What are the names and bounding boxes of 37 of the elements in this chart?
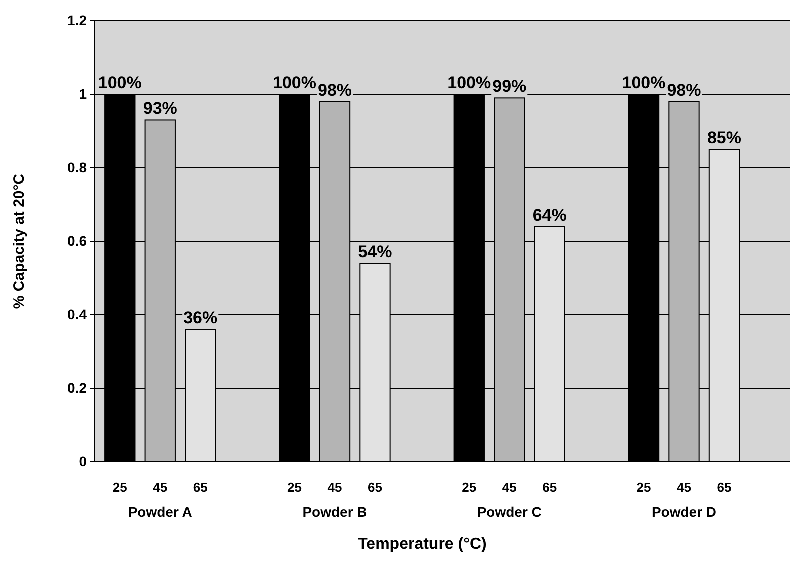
y-tick-label: 0	[79, 453, 88, 470]
series-label: 25	[112, 480, 128, 495]
x-tick-label: Powder B	[302, 504, 368, 520]
data-label: 100%	[448, 74, 492, 92]
y-axis-title: % Capacity at 20°C	[11, 174, 28, 310]
text: 65	[542, 480, 558, 495]
text: 25	[288, 480, 302, 495]
series-label: 65	[193, 480, 208, 495]
data-label: 98%	[318, 80, 352, 100]
text: 25	[462, 480, 477, 495]
text: 65	[368, 480, 382, 495]
text: 45	[328, 480, 342, 495]
data-label: 85%	[707, 128, 742, 148]
y-tick-label: 1.2	[68, 12, 88, 28]
data-label: 99%	[492, 77, 527, 96]
text: 25	[636, 480, 652, 495]
y-tick-label: 0.8	[68, 159, 88, 176]
x-tick-label: Powder A	[128, 504, 192, 520]
data-label: 98%	[667, 80, 702, 100]
y-tick-label: 0.4	[68, 306, 88, 322]
data-label: 100%	[98, 74, 142, 92]
y-tick-label: 0.2	[68, 380, 88, 396]
data-label: 100%	[273, 74, 317, 92]
x-tick-label: Powder C	[477, 504, 542, 520]
data-label: 100%	[622, 74, 666, 92]
data-label: 93%	[143, 99, 178, 118]
data-label: 64%	[532, 206, 567, 225]
x-tick-label: Powder D	[652, 504, 717, 520]
text: 65	[717, 480, 732, 495]
y-tick-label: 0.6	[68, 232, 88, 249]
y-tick-label: 1	[79, 86, 88, 102]
data-label: 54%	[358, 242, 392, 262]
data-label: 36%	[184, 308, 218, 328]
text: 45	[677, 480, 692, 495]
x-axis-title: Temperature (°C)	[358, 536, 487, 553]
series-label: 45	[153, 480, 168, 495]
text: 45	[502, 480, 517, 495]
